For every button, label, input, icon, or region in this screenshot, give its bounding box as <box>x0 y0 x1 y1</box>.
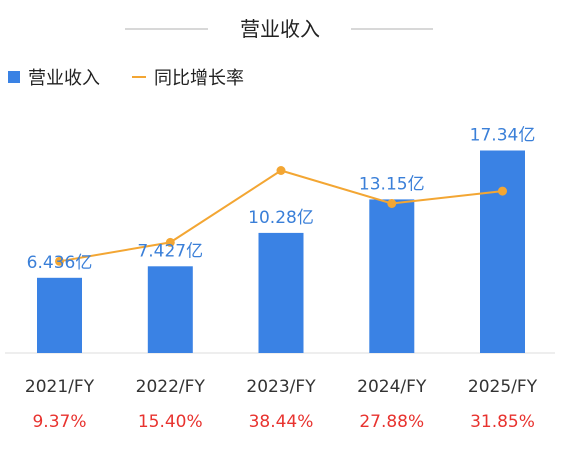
revenue-data-label: 6.436亿 <box>27 253 93 273</box>
legend-bar-swatch <box>8 71 20 83</box>
x-tick-label: 2023/FY <box>246 377 316 397</box>
growth-rate-point <box>165 237 175 247</box>
legend-label-growth: 同比增长率 <box>154 68 244 89</box>
growth-rate-label: 38.44% <box>249 412 314 432</box>
x-tick-label: 2021/FY <box>25 377 95 397</box>
revenue-bar <box>369 199 415 353</box>
x-tick-label: 2022/FY <box>136 377 206 397</box>
revenue-bar <box>37 277 82 353</box>
growth-rate-point <box>498 186 507 196</box>
revenue-data-label: 13.15亿 <box>359 174 425 194</box>
chart-title: 营业收入 <box>240 17 320 41</box>
revenue-bar <box>258 232 304 353</box>
legend: 营业收入 同比增长率 <box>8 68 244 89</box>
growth-rate-point <box>387 199 397 208</box>
revenue-data-label: 17.34亿 <box>470 126 536 146</box>
growth-rate-label: 27.88% <box>359 412 424 432</box>
growth-rate-label: 31.85% <box>470 412 535 432</box>
revenue-bar <box>147 266 193 353</box>
revenue-bar <box>480 150 525 353</box>
growth-line-group <box>55 166 507 266</box>
revenue-data-label: 7.427亿 <box>137 241 203 261</box>
x-tick-label: 2024/FY <box>357 377 427 397</box>
revenue-data-label: 10.28亿 <box>248 208 314 228</box>
legend-label-revenue: 营业收入 <box>28 68 100 89</box>
growth-rate-point <box>276 166 286 175</box>
bars-group <box>37 150 525 353</box>
growth-rate-point <box>55 256 64 266</box>
growth-rate-label: 15.40% <box>138 412 203 432</box>
labels-group: 6.436亿 2021/FY 9.37% 7.427亿 2022/FY 15.40% 10.… <box>25 126 538 433</box>
growth-rate-label: 9.37% <box>32 412 86 432</box>
x-tick-label: 2025/FY <box>468 377 538 397</box>
